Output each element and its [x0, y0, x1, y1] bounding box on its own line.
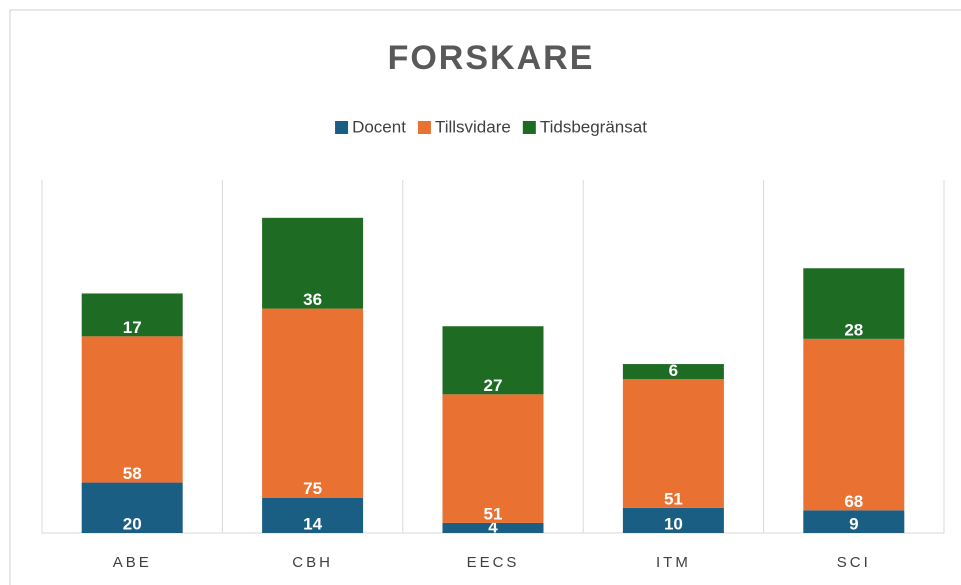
- bar-segment: [262, 497, 364, 533]
- bar-segment: [442, 522, 544, 533]
- data-label: 28: [844, 320, 863, 339]
- data-label: 51: [484, 504, 503, 523]
- bar-segment: [81, 336, 183, 483]
- data-label: 10: [664, 514, 683, 533]
- bar-segment: [622, 507, 724, 533]
- legend-label: Docent: [352, 117, 406, 136]
- x-tick-label: EECS: [467, 554, 520, 571]
- x-tick-label: CBH: [292, 554, 333, 571]
- legend-swatch: [522, 121, 536, 134]
- data-label: 4: [488, 517, 498, 536]
- legend-swatch: [335, 121, 349, 134]
- x-tick-label: ITM: [656, 554, 691, 571]
- bar-segment: [803, 338, 905, 511]
- bar-segment: [622, 364, 724, 380]
- legend-label: Tidsbegränsat: [540, 117, 647, 136]
- bar-segment: [803, 268, 905, 339]
- x-tick-label: ABE: [113, 554, 152, 571]
- data-label: 27: [484, 376, 503, 395]
- data-label: 51: [664, 489, 683, 508]
- data-label: 36: [303, 290, 322, 309]
- data-label: 20: [123, 514, 142, 533]
- data-label: 9: [849, 514, 858, 533]
- bar-segment: [442, 394, 544, 523]
- chart-title: FORSKARE: [388, 39, 595, 77]
- data-label: 75: [303, 479, 322, 498]
- data-label: 58: [123, 464, 142, 483]
- data-label: 6: [669, 361, 678, 380]
- bar-segment: [262, 217, 364, 309]
- data-label: 68: [844, 492, 863, 511]
- bar-segment: [442, 326, 544, 395]
- x-tick-label: SCI: [837, 554, 871, 571]
- legend-swatch: [417, 121, 431, 134]
- bar-segment: [622, 379, 724, 508]
- bar-segment: [262, 308, 364, 498]
- data-label: 14: [303, 514, 322, 533]
- data-label: 17: [123, 318, 142, 337]
- bar-segment: [803, 510, 905, 533]
- bar-segment: [81, 482, 183, 533]
- legend-label: Tillsvidare: [435, 117, 511, 136]
- bar-segment: [81, 293, 183, 337]
